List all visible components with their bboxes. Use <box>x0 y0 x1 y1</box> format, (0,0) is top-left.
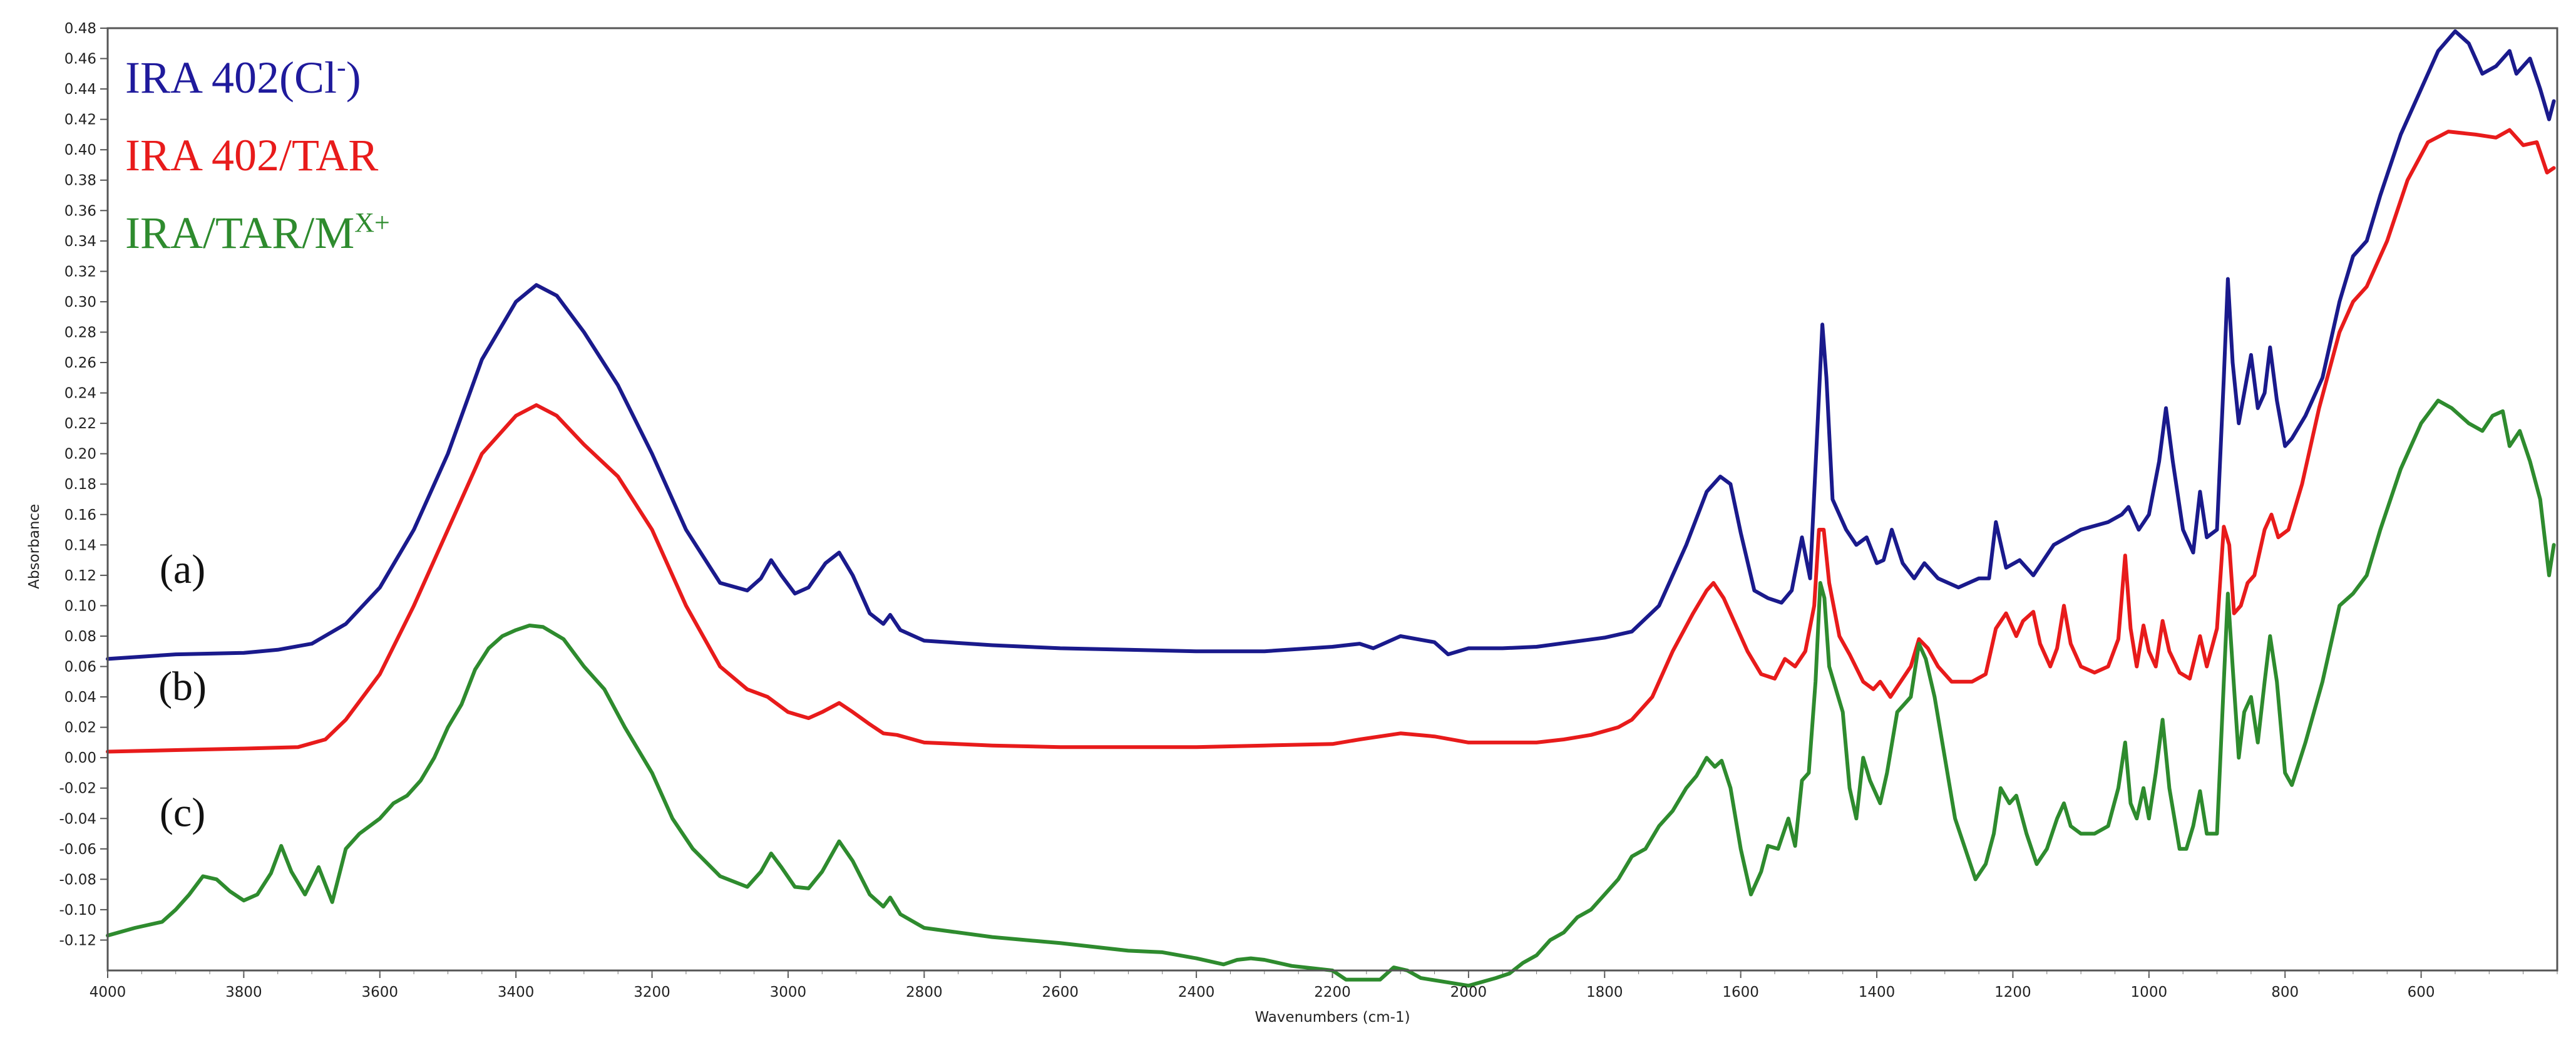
y-tick-label: 0.10 <box>64 598 96 614</box>
x-tick-label: 3400 <box>498 984 535 1001</box>
x-tick-label: 1400 <box>1859 984 1896 1001</box>
y-tick-label: -0.06 <box>59 841 96 858</box>
spectra <box>106 29 2556 988</box>
y-tick-label: 0.44 <box>64 81 96 98</box>
legend: IRA 402(Cl-) IRA 402/TAR IRA/TAR/MX+ <box>125 52 390 258</box>
x-tick-label: 3000 <box>770 984 807 1001</box>
x-tick-label: 2000 <box>1450 984 1487 1001</box>
y-tick-label: 0.00 <box>64 750 96 766</box>
curve-label: (c) <box>160 790 205 835</box>
x-tick-label: 800 <box>2271 984 2299 1001</box>
y-tick-label: 0.20 <box>64 446 96 463</box>
y-tick-label: 0.46 <box>64 51 96 68</box>
y-tick-label: 0.42 <box>64 112 96 128</box>
series-line-3 <box>106 398 2556 988</box>
x-tick-label: 1200 <box>1994 984 2031 1001</box>
legend-entry: IRA/TAR/MX+ <box>125 207 390 258</box>
x-tick-label: 1600 <box>1722 984 1759 1001</box>
y-tick-label: 0.04 <box>64 689 96 706</box>
y-tick-label: 0.40 <box>64 142 96 158</box>
y-tick-label: 0.38 <box>64 173 96 189</box>
curve-label: (a) <box>160 547 205 592</box>
y-tick-label: 0.02 <box>64 720 96 736</box>
y-tick-label: -0.08 <box>59 872 96 888</box>
series-line-2 <box>106 128 2556 754</box>
x-tick-label: 3800 <box>225 984 262 1001</box>
y-tick-label: 0.18 <box>64 476 96 493</box>
y-tick-label: 0.14 <box>64 537 96 553</box>
y-tick-label: -0.02 <box>59 781 96 797</box>
y-tick-label: -0.04 <box>59 811 96 827</box>
y-tick-label: 0.28 <box>64 324 96 341</box>
y-tick-label: 0.32 <box>64 264 96 280</box>
y-tick-label: 0.08 <box>64 629 96 645</box>
legend-entry: IRA 402(Cl-) <box>125 52 361 103</box>
series-line-1 <box>106 29 2556 661</box>
x-tick-labels: 4000 3800 3600 3400 3200 3000 2800 2600 2400 2200… <box>90 984 2435 1001</box>
x-tick-label: 2400 <box>1178 984 1215 1001</box>
y-tick-label: 0.26 <box>64 355 96 371</box>
y-tick-label: 0.22 <box>64 416 96 432</box>
y-tick-label: 0.36 <box>64 203 96 219</box>
x-tick-label: 2600 <box>1042 984 1079 1001</box>
x-tick-label: 4000 <box>90 984 126 1001</box>
y-tick-label: 0.06 <box>64 659 96 676</box>
y-tick-label: 0.30 <box>64 294 96 311</box>
x-tick-label: 3600 <box>362 984 399 1001</box>
x-tick-label: 600 <box>2408 984 2435 1001</box>
y-tick-label: 0.24 <box>64 386 96 402</box>
y-tick-label: 0.34 <box>64 234 96 250</box>
curve-labels: (a) (b) (c) <box>158 547 207 835</box>
x-tick-label: 2200 <box>1314 984 1351 1001</box>
curve-label: (b) <box>158 664 207 709</box>
legend-entry: IRA 402/TAR <box>125 130 378 180</box>
x-axis-title: Wavenumbers (cm-1) <box>1255 1009 1410 1026</box>
y-tick-label: -0.12 <box>59 932 96 949</box>
y-tick-label: -0.10 <box>59 902 96 919</box>
y-tick-label: 0.48 <box>64 21 96 37</box>
x-tick-label: 1800 <box>1586 984 1623 1001</box>
y-tick-label: 0.16 <box>64 507 96 523</box>
plot-frame <box>106 27 2558 972</box>
y-axis-title: Absorbance <box>26 504 43 589</box>
x-tick-label: 3200 <box>634 984 670 1001</box>
y-tick-labels: -0.12 -0.10 -0.08 -0.06 -0.04 -0.02 0.00 0.02 0.… <box>59 21 96 949</box>
x-tick-label: 2800 <box>906 984 943 1001</box>
tick-marks <box>100 28 2558 978</box>
x-tick-label: 1000 <box>2131 984 2168 1001</box>
y-tick-label: 0.12 <box>64 568 96 584</box>
